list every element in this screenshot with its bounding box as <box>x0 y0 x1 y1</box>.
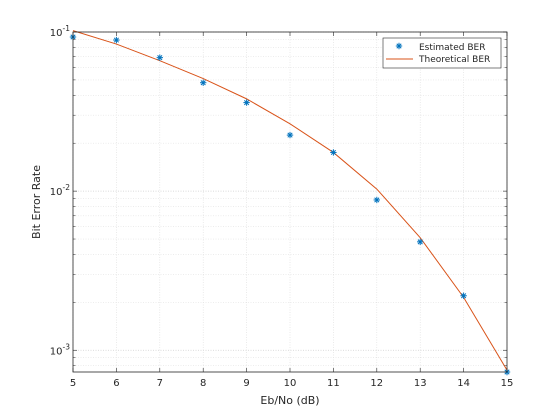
asterisk-stroke <box>330 149 336 156</box>
y-tick-label: 10-1 <box>50 24 70 39</box>
y-tick-base: 10 <box>50 346 63 357</box>
x-tick-label: 8 <box>200 378 206 389</box>
legend-estimated-marker <box>395 42 403 50</box>
x-tick-label: 11 <box>327 378 340 389</box>
x-tick-label: 7 <box>157 378 163 389</box>
y-axis-label: Bit Error Rate <box>30 165 43 239</box>
legend: Estimated BER Theoretical BER <box>382 37 502 69</box>
estimated-ber-point <box>243 99 250 106</box>
estimated-ber-point <box>113 36 120 44</box>
asterisk-stroke <box>200 80 206 86</box>
asterisk-stroke <box>287 132 293 138</box>
theoretical-ber-line <box>72 30 508 371</box>
estimated-ber-point <box>330 149 337 156</box>
estimated-ber-point <box>417 238 424 246</box>
x-tick-label: 12 <box>370 378 383 389</box>
x-tick-label: 13 <box>414 378 427 389</box>
asterisk-stroke <box>374 197 380 203</box>
legend-box <box>382 37 502 69</box>
ticks <box>72 31 508 372</box>
y-tick-exponent: -2 <box>63 183 71 192</box>
x-tick-label: 5 <box>70 378 76 389</box>
legend-label-estimated: Estimated BER <box>419 43 485 53</box>
asterisk-stroke <box>461 293 467 299</box>
asterisk-stroke <box>396 43 402 49</box>
y-tick-label: 10-2 <box>50 183 70 198</box>
series <box>69 30 511 376</box>
y-tick-label: 10-3 <box>50 342 70 357</box>
y-tick-base: 10 <box>50 28 63 39</box>
legend-label-theoretical: Theoretical BER <box>418 55 490 65</box>
x-tick-label: 10 <box>284 378 297 389</box>
asterisk-stroke <box>113 37 119 43</box>
y-tick-base: 10 <box>50 187 63 198</box>
asterisk-stroke <box>244 100 250 106</box>
x-tick-label: 14 <box>457 378 470 389</box>
x-tick-label: 15 <box>501 378 514 389</box>
asterisk-stroke <box>157 55 163 61</box>
legend-asterisk <box>395 42 403 50</box>
x-tick-label: 9 <box>243 378 249 389</box>
estimated-ber-point <box>156 54 163 61</box>
asterisk-stroke <box>417 239 423 245</box>
estimated-ber-point <box>200 79 207 86</box>
estimated-ber-point <box>373 196 380 204</box>
x-axis-label: Eb/No (dB) <box>260 394 319 407</box>
y-tick-exponent: -1 <box>63 24 71 33</box>
y-tick-exponent: -3 <box>63 342 71 351</box>
estimated-ber-point <box>286 131 294 139</box>
x-tick-label: 6 <box>113 378 119 389</box>
estimated-ber-point <box>460 292 467 299</box>
